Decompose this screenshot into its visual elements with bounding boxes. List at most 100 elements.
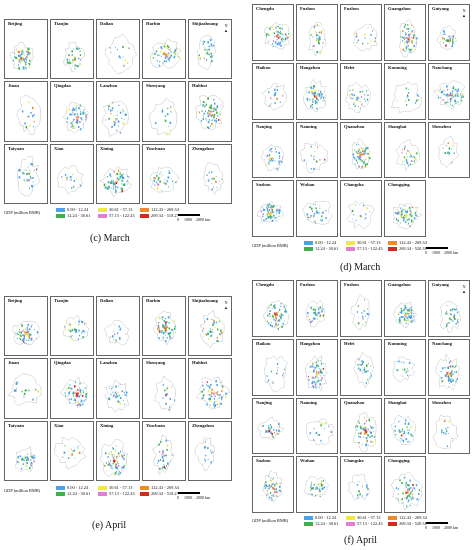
gdp-pixel [408,361,411,364]
city-name: Dalian [100,298,114,303]
gdp-pixel [271,220,274,223]
gdp-pixel [208,49,210,52]
gdp-pixel [441,90,443,92]
gdp-pixel [413,48,415,51]
gdp-pixel [168,58,170,61]
gdp-pixel [312,36,314,38]
gdp-pixel [277,42,279,44]
gdp-pixel [401,214,403,217]
gdp-pixel [266,154,269,157]
gdp-pixel [358,435,360,437]
gdp-pixel [205,49,207,51]
gdp-pixel [447,426,449,428]
gdp-pixel [365,428,367,431]
gdp-pixel [22,330,24,333]
gdp-pixel [264,485,266,488]
gdp-pixel [279,316,282,319]
gdp-pixel [370,431,373,434]
gdp-pixel [208,110,210,113]
city-boundary [53,436,87,469]
city-name: Yinchuan [146,145,165,151]
gdp-pixel [168,126,169,128]
gdp-pixel [72,65,74,67]
city-map: Yinchuan [142,420,186,481]
gdp-pixel [446,40,449,43]
city-map-drawing [391,81,422,113]
gdp-pixel [75,329,77,332]
gdp-pixel [27,330,29,333]
gdp-pixel [108,452,111,455]
gdp-pixel [18,54,20,57]
gdp-pixel [120,451,121,453]
gdp-pixel [158,64,160,67]
gdp-pixel [414,159,415,161]
gdp-pixel [281,315,282,317]
gdp-pixel [118,325,120,328]
gdp-pixel [322,485,324,486]
gdp-pixel [401,151,403,153]
gdp-pixel [162,460,164,462]
gdp-pixel [272,159,274,161]
gdp-pixel [26,461,29,464]
gdp-pixel [415,37,418,40]
gdp-pixel [309,217,311,219]
legend-label: 12.24 - 30.61 [315,521,339,526]
gdp-pixel [112,102,114,104]
gdp-pixel [401,36,404,39]
gdp-pixel [71,109,74,112]
city-map-drawing [199,310,225,348]
gdp-pixel [218,119,220,122]
gdp-pixel [357,494,359,497]
gdp-pixel [307,219,309,221]
gdp-pixel [412,215,413,217]
gdp-pixel [75,331,78,333]
gdp-pixel [272,477,274,480]
gdp-pixel [363,158,365,160]
gdp-pixel [369,431,372,433]
gdp-pixel [411,314,413,317]
gdp-pixel [412,34,414,36]
gdp-pixel [272,42,274,45]
gdp-pixel [21,110,24,113]
gdp-pixel [112,185,114,188]
gdp-pixel [160,51,162,53]
gdp-pixel [32,126,34,128]
gdp-pixel [312,45,314,48]
gdp-pixel [112,115,114,117]
gdp-pixel [324,421,326,424]
city-map-drawing [436,25,457,50]
gdp-pixel [168,408,170,411]
gdp-pixel [407,38,409,41]
gdp-pixel [268,203,271,206]
gdp-pixel [415,102,417,104]
gdp-pixel [285,308,286,310]
gdp-pixel [210,107,213,110]
gdp-pixel [408,428,410,431]
gdp-pixel [413,497,415,500]
gdp-pixel [111,187,112,189]
legend-swatch [346,515,355,520]
gdp-pixel [370,40,372,42]
gdp-pixel [79,184,82,187]
gdp-pixel [209,330,212,333]
gdp-pixel [270,147,272,150]
gdp-pixel [314,220,316,223]
gdp-pixel [413,485,414,487]
city-name: Shenyang [146,83,166,89]
gdp-pixel [25,333,28,336]
gdp-pixel [276,314,277,316]
gdp-pixel [29,169,31,171]
city-boundary [262,470,283,503]
gdp-pixel [261,424,263,427]
gdp-pixel [365,321,367,324]
gdp-pixel [315,387,317,389]
gdp-pixel [313,312,315,314]
city-map-drawing [433,80,465,110]
gdp-pixel [19,337,20,340]
gdp-pixel [411,41,413,44]
gdp-pixel [24,390,26,392]
gdp-pixel [322,42,324,44]
gdp-pixel [272,434,274,437]
gdp-pixel [448,366,450,367]
legend-item: 57.13 - 122.43 [346,521,383,526]
